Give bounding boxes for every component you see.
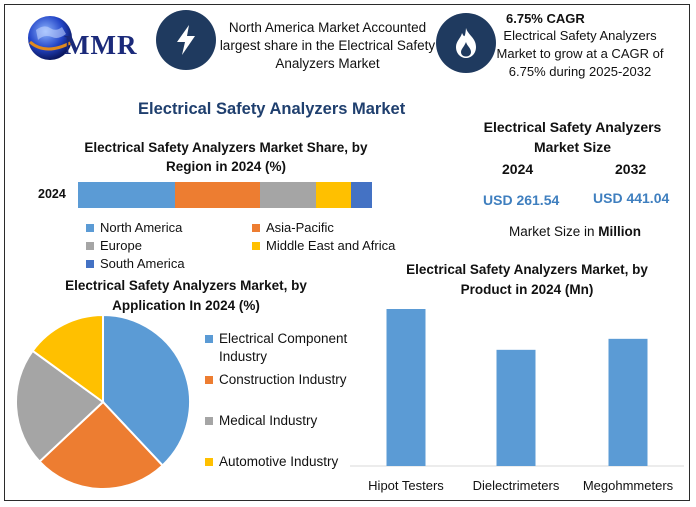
application-chart-title: Electrical Safety Analyzers Market, by A… [65,278,307,313]
application-pie-chart [15,313,191,490]
region-bar-segment-asia-pacific [175,182,261,208]
product-bar-hipot-testers [386,309,426,466]
region-bar-year-label: 2024 [38,187,66,201]
market-size-note-prefix: Market Size in [509,224,599,239]
product-tick-label-hipot-testers: Hipot Testers [368,478,444,493]
flame-badge [436,13,496,73]
legend-label: Asia-Pacific [266,220,334,235]
market-size-year-2024: 2024 [502,161,534,177]
legend-swatch [252,241,260,250]
product-tick-label-dielectrimeters: Dielectrimeters [473,478,560,493]
legend-swatch [86,241,94,250]
lightning-icon [177,25,195,55]
globe-icon [28,16,73,60]
legend-swatch [205,335,213,343]
application-legend-item-automotive-industry: Automotive Industry [205,453,338,471]
region-legend-item-europe: Europe [86,238,142,253]
legend-label: Medical Industry [219,413,318,428]
cagr-title: 6.75% CAGR [506,11,585,26]
market-size-value-2024: USD 261.54 [483,192,560,208]
market-size-value-2032: USD 441.04 [593,190,670,206]
legend-swatch [86,259,94,268]
region-bar-segment-europe [260,182,317,208]
legend-label: Electrical Component Industry [219,331,348,364]
region-bar-segment-middle-east-and-africa [316,182,352,208]
market-size-note: Market Size in Million [509,224,641,239]
legend-label: North America [100,220,183,235]
flame-icon [456,28,476,58]
region-legend-item-middle-east-and-africa: Middle East and Africa [252,238,395,253]
legend-swatch [252,223,260,232]
lightning-badge [156,10,216,70]
market-size-title: Electrical Safety Analyzers Market Size [483,119,662,155]
region-legend-item-asia-pacific: Asia-Pacific [252,220,334,235]
product-bar-megohmmeters [608,338,648,466]
legend-swatch [86,223,94,232]
pie-slice-medical-industry [15,349,105,463]
pie-slice-automotive-industry [31,313,104,404]
region-callout: North America Market Accounted largest s… [219,20,436,71]
product-bar-dielectrimeters [496,349,536,466]
application-legend-item-electrical-component-industry: Electrical Component Industry [205,330,359,366]
legend-label: Europe [100,238,142,253]
product-chart-title: Electrical Safety Analyzers Market, by P… [406,262,648,297]
legend-label: Automotive Industry [219,454,339,469]
logo-text: MMR [64,30,138,60]
infographic-frame [4,4,690,501]
product-bar-chart: Hipot Testers Dielectrimeters Megohmmeters [350,309,684,493]
market-size-year-2032: 2032 [615,161,647,177]
logo [26,12,146,64]
legend-label: South America [100,256,185,271]
application-legend-item-construction-industry: Construction Industry [205,371,347,389]
legend-swatch [205,417,213,425]
legend-swatch [205,376,213,384]
region-legend-item-north-america: North America [86,220,182,235]
pie-slice-electrical-component-industry [102,313,191,467]
region-stacked-bar [78,182,372,208]
region-chart-title: Electrical Safety Analyzers Market Share… [84,140,368,174]
legend-swatch [205,458,213,466]
legend-label: Construction Industry [219,372,347,387]
pie-slice-construction-industry [38,400,164,490]
region-legend-item-south-america: South America [86,256,185,271]
page-title: Electrical Safety Analyzers Market [138,100,406,118]
application-legend-item-medical-industry: Medical Industry [205,412,317,430]
product-tick-label-megohmmeters: Megohmmeters [583,478,674,493]
region-bar-segment-north-america [78,182,176,208]
region-bar-segment-south-america [351,182,372,208]
cagr-text: Electrical Safety Analyzers Market to gr… [496,28,664,79]
market-size-unit: Million [598,224,642,239]
legend-label: Middle East and Africa [266,238,396,253]
